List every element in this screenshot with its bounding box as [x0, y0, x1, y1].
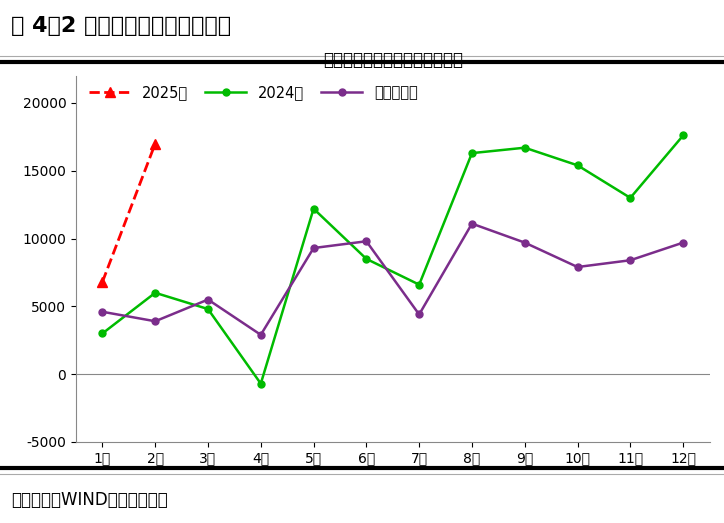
Title: 当月新增政府债券规模（亿元）: 当月新增政府债券规模（亿元） — [323, 51, 463, 69]
Legend: 2025年, 2024年, 近五年均值: 2025年, 2024年, 近五年均值 — [83, 79, 424, 106]
Text: 图 4：2 月政府债券同比大幅多增: 图 4：2 月政府债券同比大幅多增 — [11, 16, 231, 36]
Text: 资料来源：WIND，财信研究院: 资料来源：WIND，财信研究院 — [11, 491, 168, 509]
